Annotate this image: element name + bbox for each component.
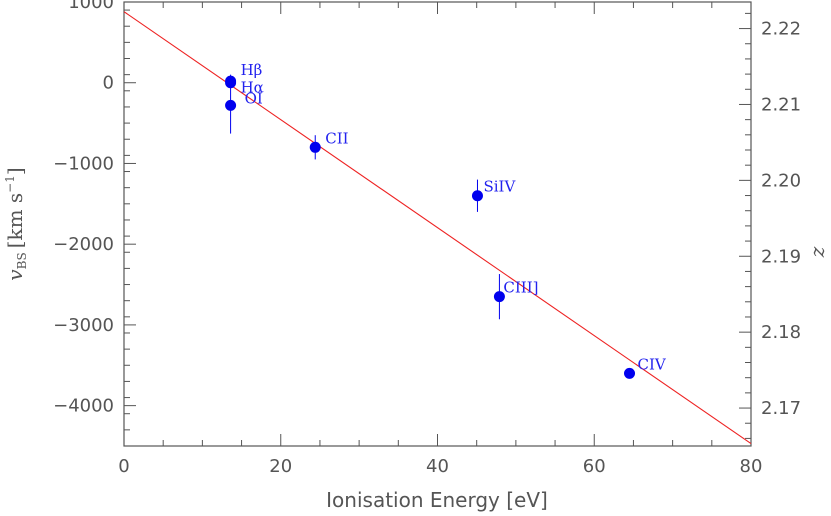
y-tick-label: −2000 <box>53 234 114 255</box>
y2-tick-label: 2.21 <box>761 94 801 115</box>
y-tick-label: −1000 <box>53 153 114 174</box>
point-label: CIV <box>638 355 667 373</box>
y2-tick-label: 2.20 <box>761 170 801 191</box>
y-axis-close: ] <box>3 167 27 175</box>
y-axis-units: [km s <box>3 193 27 249</box>
data-point <box>309 141 321 153</box>
y2-tick-label: 2.17 <box>761 398 801 419</box>
data-point <box>624 367 636 379</box>
point-label: CII <box>325 129 348 147</box>
ticks: 0 20 40 60 80 1000 0 −1000 −2000 −3000 −4000 2.17 2.… <box>53 0 801 477</box>
y2-tick-label: 2.19 <box>761 246 801 267</box>
x-tick-label: 60 <box>583 456 606 477</box>
data-point <box>493 291 505 303</box>
point-label: CIII] <box>503 279 538 297</box>
fit-line-group <box>123 11 752 445</box>
right-axis-title: z <box>805 246 829 258</box>
point-label: SiIV <box>483 178 516 196</box>
y2-tick-label: 2.18 <box>761 322 801 343</box>
y-axis-exponent: −1 <box>3 175 17 193</box>
x-tick-label: 40 <box>426 456 449 477</box>
x-tick-label: 0 <box>118 456 129 477</box>
y-axis-subscript: BS <box>15 252 29 269</box>
y-axis-title: vBS [km s−1] <box>3 167 29 280</box>
y-axis-symbol: v <box>3 269 27 281</box>
y2-tick-label: 2.22 <box>761 19 801 40</box>
x-tick-label: 20 <box>269 456 292 477</box>
fit-line <box>123 11 752 445</box>
x-axis-title: Ionisation Energy [eV] <box>326 488 548 512</box>
y-tick-label: 1000 <box>68 0 114 13</box>
data-point <box>471 190 483 202</box>
y-tick-label: −3000 <box>53 315 114 336</box>
point-label: OI <box>245 89 263 107</box>
y-tick-label: −4000 <box>53 396 114 417</box>
data-point <box>225 99 237 111</box>
y-tick-label: 0 <box>103 73 114 94</box>
x-tick-label: 80 <box>740 456 763 477</box>
point-label: Hα <box>241 79 264 97</box>
point-label: Hβ <box>241 61 263 79</box>
